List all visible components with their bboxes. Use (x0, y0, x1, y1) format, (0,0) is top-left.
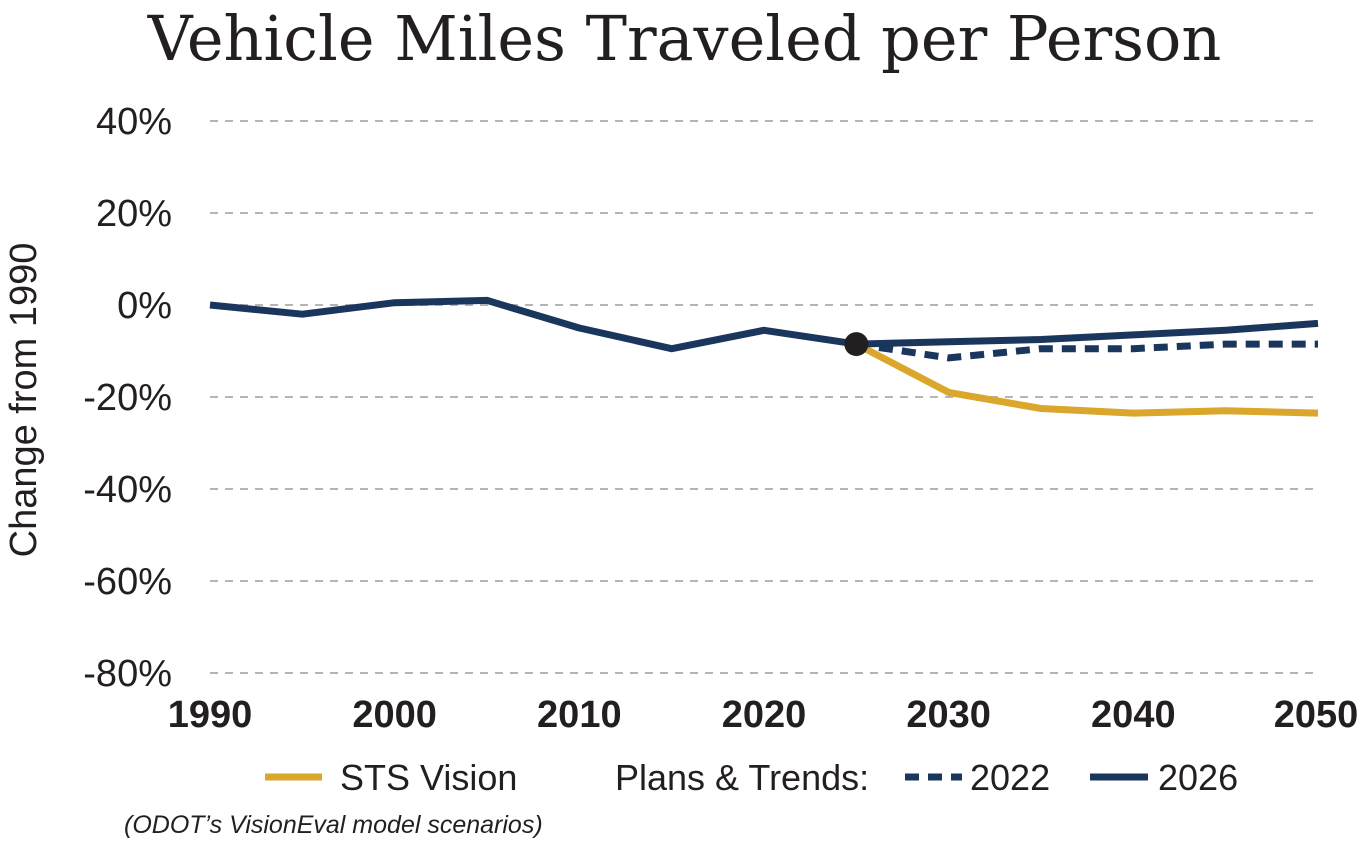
legend-label-2026: 2026 (1158, 757, 1238, 798)
legend-label-2022: 2022 (970, 757, 1050, 798)
series-line-sts-vision (854, 340, 1319, 417)
x-tick-label: 2000 (352, 694, 437, 736)
y-tick-label: 20% (96, 193, 172, 235)
legend-note: (ODOT’s VisionEval model scenarios) (124, 811, 543, 839)
series-line-2022 (855, 340, 1318, 362)
x-tick-label: 2020 (722, 694, 807, 736)
y-tick-label: -20% (83, 377, 172, 419)
y-tick-label: -80% (83, 653, 172, 695)
series-lines (209, 296, 1319, 417)
x-tick-label: 1990 (168, 694, 253, 736)
gridlines (210, 120, 1318, 674)
legend: STS Vision Plans & Trends: 2022 2026 (ODOT’s… (124, 757, 1238, 839)
y-axis-ticks: 40% 20% 0% -20% -40% -60% -80% (83, 101, 172, 695)
legend-group-label: Plans & Trends: (615, 757, 869, 798)
x-tick-label: 2030 (906, 694, 991, 736)
legend-label-sts-vision: STS Vision (340, 757, 517, 798)
y-tick-label: 40% (96, 101, 172, 143)
x-axis-ticks: 1990 2000 2010 2020 2030 2040 2050 (168, 694, 1359, 736)
y-tick-label: -40% (83, 469, 172, 511)
junction-marker (844, 332, 869, 357)
series-line-2026 (209, 296, 1319, 353)
x-tick-label: 2010 (537, 694, 622, 736)
y-axis-label: Change from 1990 (3, 243, 45, 558)
chart-title: Vehicle Miles Traveled per Person (147, 2, 1222, 75)
x-tick-label: 2040 (1091, 694, 1176, 736)
y-tick-label: 0% (117, 285, 172, 327)
x-tick-label: 2050 (1274, 694, 1359, 736)
y-tick-label: -60% (83, 561, 172, 603)
